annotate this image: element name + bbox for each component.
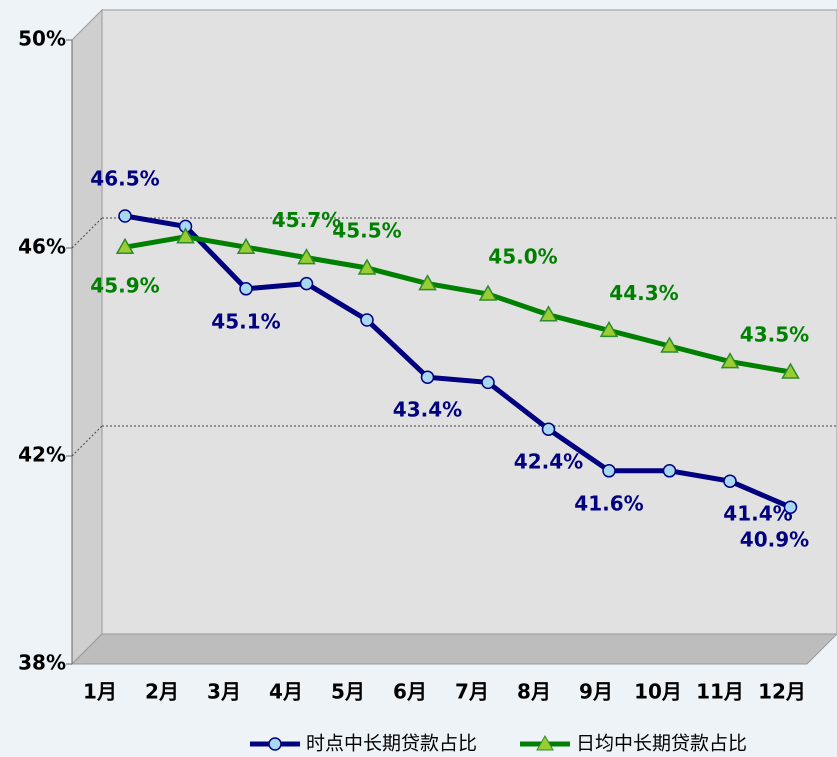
x-tick-label: 8月: [517, 680, 551, 704]
legend-label: 日均中长期贷款占比: [576, 733, 747, 755]
data-label: 43.5%: [740, 323, 809, 347]
grid-line: [71, 425, 103, 457]
y-tick-label: 50%: [18, 27, 66, 51]
marker: [418, 274, 437, 291]
marker: [481, 375, 495, 390]
line: [124, 213, 792, 510]
floor: [70, 633, 837, 665]
data-label: 45.0%: [488, 245, 557, 269]
marker: [297, 248, 316, 265]
data-label: 45.5%: [332, 219, 401, 243]
x-tick-label: 1月: [83, 680, 117, 704]
marker: [781, 362, 800, 379]
data-label: 44.3%: [609, 281, 678, 305]
data-label: 45.9%: [90, 274, 159, 298]
marker: [541, 422, 556, 436]
y-tick-label: 42%: [18, 443, 66, 467]
marker: [602, 464, 616, 478]
data-label: 43.4%: [393, 398, 462, 422]
x-tick-label: 6月: [393, 680, 427, 704]
marker: [239, 282, 253, 296]
x-tick-label: 11月: [696, 680, 744, 704]
marker: [660, 336, 679, 353]
marker: [299, 276, 314, 291]
legend-label: 时点中长期贷款占比: [306, 733, 477, 755]
marker: [478, 284, 498, 301]
line: [124, 234, 791, 375]
marker: [599, 320, 619, 338]
data-label: 45.1%: [211, 309, 280, 333]
x-tick-label: 7月: [455, 680, 489, 704]
marker: [723, 474, 737, 488]
marker: [115, 237, 135, 254]
y-tick-label: 38%: [18, 651, 66, 675]
data-label: 41.4%: [723, 502, 792, 526]
data-label: 40.9%: [740, 528, 809, 552]
legend-marker: [536, 734, 554, 751]
data-label: 41.6%: [574, 491, 643, 515]
marker: [357, 258, 377, 275]
y-tick-label: 46%: [18, 235, 66, 259]
marker: [720, 352, 740, 369]
x-tick-label: 9月: [579, 680, 613, 704]
grid-line: [71, 217, 103, 249]
data-label: 45.7%: [272, 208, 341, 232]
x-tick-label: 4月: [269, 680, 303, 704]
x-tick-label: 2月: [145, 680, 179, 704]
data-label: 46.5%: [90, 167, 159, 191]
x-tick-label: 12月: [758, 680, 806, 704]
marker: [662, 464, 677, 478]
side-wall: [71, 8, 103, 666]
marker: [176, 227, 195, 244]
marker: [236, 237, 256, 254]
x-tick-label: 5月: [331, 680, 365, 704]
marker: [539, 305, 558, 322]
legend-marker: [268, 737, 282, 751]
data-label: 42.4%: [514, 450, 583, 474]
marker: [420, 370, 435, 384]
marker: [783, 500, 798, 514]
x-tick-label: 3月: [207, 680, 241, 704]
marker: [360, 313, 374, 327]
x-tick-label: 10月: [634, 680, 682, 704]
marker: [118, 209, 132, 223]
